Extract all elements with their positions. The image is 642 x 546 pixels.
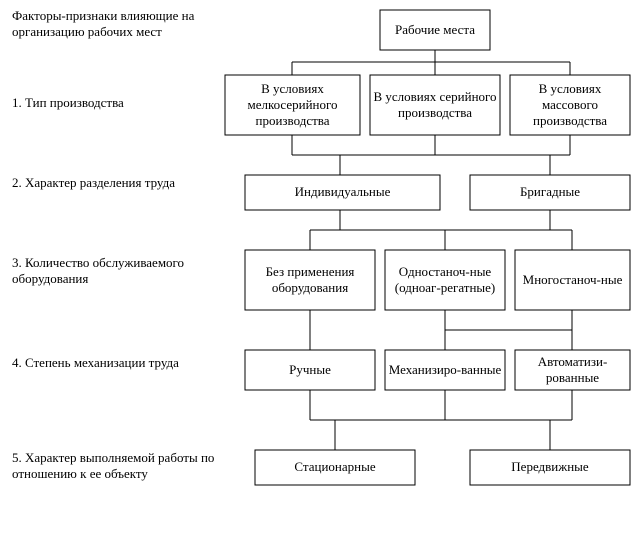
side-heading: Факторы-признаки влияющие на организацию…: [12, 8, 202, 41]
node-n1a-label: В условиях мелкосерийного производства: [225, 75, 360, 135]
node-n4b-label: Механизиро-ванные: [385, 350, 505, 390]
node-root-label: Рабочие места: [380, 10, 490, 50]
node-n5b-label: Передвижные: [470, 450, 630, 485]
node-n1c-label: В условиях массового производства: [510, 75, 630, 135]
row-label-5: 5. Характер выполняемой работы по отноше…: [12, 450, 222, 483]
row-label-1: 1. Тип производства: [12, 95, 212, 111]
row-label-4: 4. Степень механизации труда: [12, 355, 212, 371]
row-label-3: 3. Количество обслуживаемого оборудовани…: [12, 255, 212, 288]
node-n3b-label: Одностаноч-ные (одноаг-регатные): [385, 250, 505, 310]
node-n2b-label: Бригадные: [470, 175, 630, 210]
row-label-2: 2. Характер разделения труда: [12, 175, 212, 191]
node-n5a-label: Стационарные: [255, 450, 415, 485]
node-n3a-label: Без применения оборудования: [245, 250, 375, 310]
node-n2a-label: Индивидуальные: [245, 175, 440, 210]
node-n4a-label: Ручные: [245, 350, 375, 390]
node-n1b-label: В условиях серийного производства: [370, 75, 500, 135]
node-n4c-label: Автоматизи-рованные: [515, 350, 630, 390]
node-n3c-label: Многостаноч-ные: [515, 250, 630, 310]
